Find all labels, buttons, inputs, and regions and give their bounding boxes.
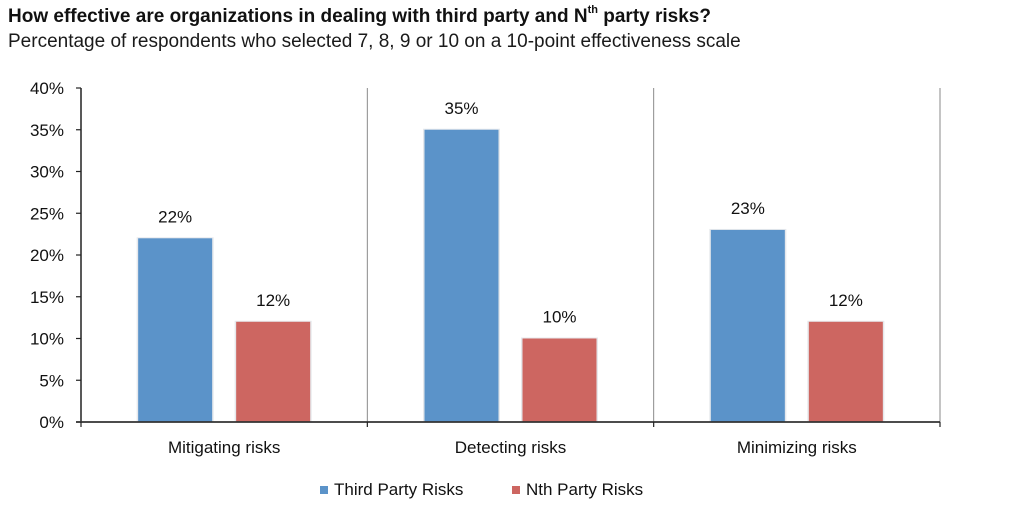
y-tick-label: 35%: [30, 121, 64, 140]
title-text: How effective are organizations in deali…: [8, 6, 588, 27]
data-label: 35%: [444, 99, 478, 118]
chart-title: How effective are organizations in deali…: [8, 4, 711, 28]
data-label: 23%: [731, 199, 765, 218]
y-tick-label: 0%: [39, 413, 64, 432]
data-label: 12%: [256, 291, 290, 310]
y-tick-label: 20%: [30, 246, 64, 265]
data-label: 22%: [158, 207, 192, 226]
legend-swatch-third-party: [320, 486, 328, 494]
data-label: 12%: [829, 291, 863, 310]
x-tick-label: Detecting risks: [455, 438, 566, 457]
data-label: 10%: [542, 308, 576, 327]
bar-nth-party: [522, 338, 597, 422]
bar-nth-party: [808, 321, 883, 422]
chart-subtitle: Percentage of respondents who selected 7…: [8, 31, 741, 52]
y-tick-label: 25%: [30, 204, 64, 223]
title-superscript: th: [587, 4, 598, 16]
x-tick-label: Minimizing risks: [737, 438, 857, 457]
y-tick-label: 30%: [30, 163, 64, 182]
y-tick-label: 15%: [30, 288, 64, 307]
y-tick-label: 10%: [30, 330, 64, 349]
bar-nth-party: [236, 321, 311, 422]
legend-swatch-nth-party: [512, 486, 520, 494]
bar-third-party: [138, 238, 213, 422]
legend-label: Third Party Risks: [334, 480, 463, 499]
x-tick-label: Mitigating risks: [168, 438, 280, 457]
title-text-end: party risks?: [597, 6, 711, 27]
bar-third-party: [710, 229, 785, 422]
y-tick-label: 40%: [30, 79, 64, 98]
legend-label: Nth Party Risks: [526, 480, 643, 499]
bar-third-party: [424, 129, 499, 422]
y-tick-label: 5%: [39, 371, 64, 390]
